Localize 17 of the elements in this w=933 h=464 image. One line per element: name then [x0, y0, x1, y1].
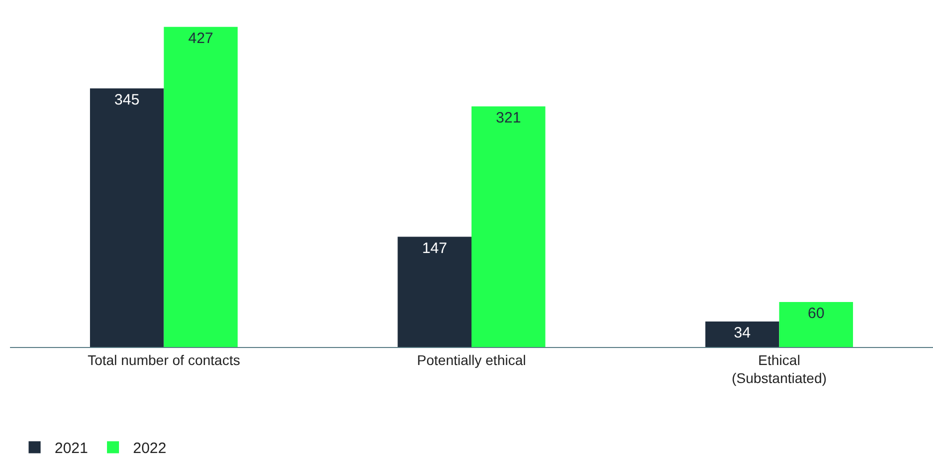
bar [90, 88, 164, 347]
x-tick-label: Ethical (Substantiated) [732, 352, 827, 386]
bar [472, 106, 546, 347]
bar [705, 322, 780, 347]
legend-label: 2022 [132, 440, 166, 458]
data-label: 147 [422, 240, 448, 257]
bar [779, 302, 854, 347]
data-label: 60 [808, 305, 824, 322]
data-label: 321 [496, 109, 521, 126]
x-tick-label: Potentially ethical [417, 352, 526, 368]
x-tick-label: Total number of contacts [88, 352, 240, 368]
legend-label: 2021 [54, 440, 88, 458]
data-label: 345 [114, 91, 140, 108]
data-label: 427 [188, 30, 214, 47]
bar [398, 236, 472, 347]
data-label: 34 [734, 324, 751, 342]
bar [164, 26, 238, 347]
